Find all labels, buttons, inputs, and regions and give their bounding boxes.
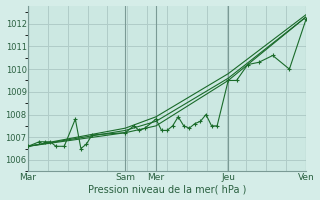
X-axis label: Pression niveau de la mer( hPa ): Pression niveau de la mer( hPa ) bbox=[88, 184, 246, 194]
